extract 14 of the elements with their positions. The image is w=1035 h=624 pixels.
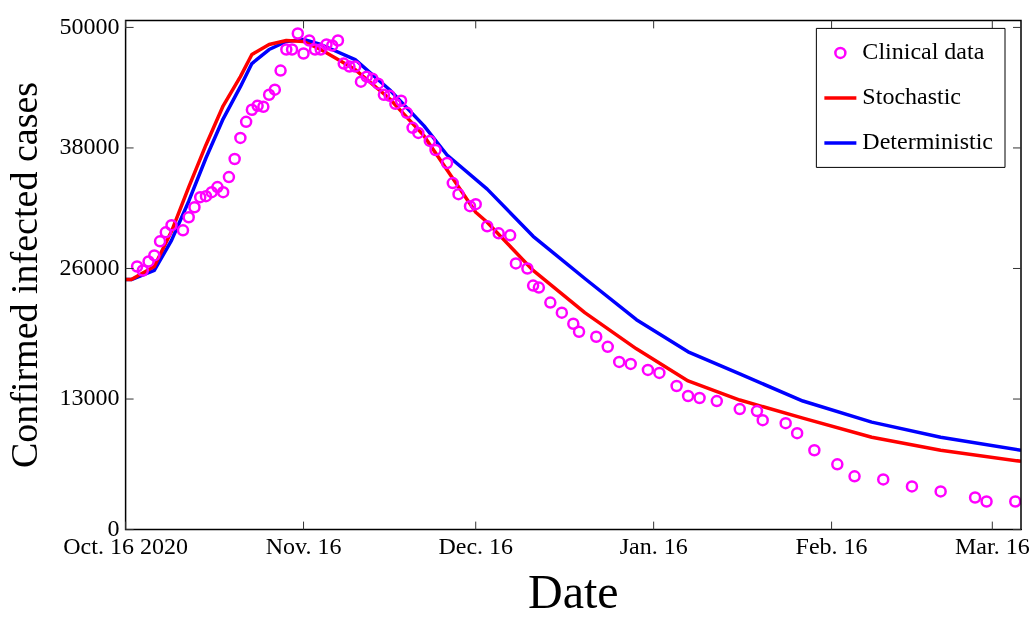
legend-label: Clinical data [862, 38, 985, 65]
x-tick-label: Feb. 16 [795, 533, 868, 560]
x-tick-label: Nov. 16 [265, 533, 342, 560]
x-tick-label: Dec. 16 [438, 533, 514, 560]
y-tick-label: 38000 [59, 133, 120, 160]
legend-label: Stochastic [862, 83, 962, 110]
y-tick-label: 26000 [59, 253, 120, 280]
x-tick-label: Jan. 16 [619, 533, 688, 560]
y-axis-title: Confirmed infected cases [2, 81, 45, 469]
y-tick-label: 50000 [59, 12, 120, 39]
x-axis-title: Date [528, 564, 619, 618]
x-tick-label: Mar. 16 [954, 533, 1030, 560]
y-tick-label: 13000 [59, 384, 120, 411]
legend-label: Deterministic [862, 128, 994, 155]
